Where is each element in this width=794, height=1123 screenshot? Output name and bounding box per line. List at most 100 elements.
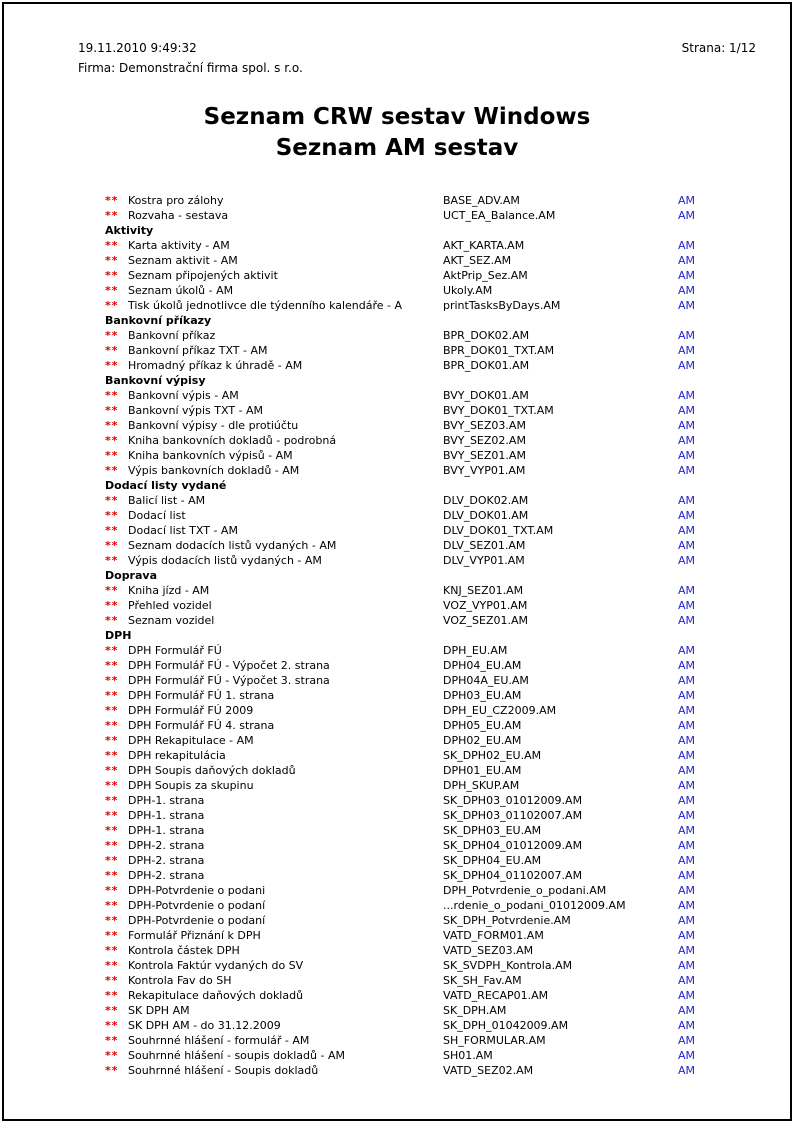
row-marker: **	[105, 284, 119, 297]
report-row: ** Tisk úkolů jednotlivce dle týdenního …	[105, 298, 794, 313]
report-name: Kontrola částek DPH	[128, 944, 240, 957]
report-row: ** DPH-Potvrdenie o podani DPH_Potvrdeni…	[105, 883, 794, 898]
row-marker: **	[105, 239, 119, 252]
report-type-am: AM	[678, 689, 696, 702]
row-marker: **	[105, 749, 119, 762]
row-marker: **	[105, 1019, 119, 1032]
report-type-am: AM	[678, 404, 696, 417]
report-row: ** Souhrnné hlášení - formulář - AM SH_F…	[105, 1033, 794, 1048]
report-type-am: AM	[678, 944, 696, 957]
report-row: ** Seznam připojených aktivit AktPrip_Se…	[105, 268, 794, 283]
report-type-am: AM	[678, 434, 696, 447]
report-type-am: AM	[678, 344, 696, 357]
report-file: BPR_DOK02.AM	[443, 329, 530, 342]
row-marker: **	[105, 539, 119, 552]
row-marker: **	[105, 359, 119, 372]
report-type-am: AM	[678, 644, 696, 657]
report-file: AKT_KARTA.AM	[443, 239, 525, 252]
report-name: Hromadný příkaz k úhradě - AM	[128, 359, 303, 372]
report-name: Bankovní výpis - AM	[128, 389, 239, 402]
report-row: ** Seznam aktivit - AM AKT_SEZ.AM AM	[105, 253, 794, 268]
report-file: SK_DPH_Potvrdenie.AM	[443, 914, 571, 927]
report-name: Balicí list - AM	[128, 494, 206, 507]
report-row: ** Bankovní příkaz TXT - AM BPR_DOK01_TX…	[105, 343, 794, 358]
report-type-am: AM	[678, 719, 696, 732]
report-name: DPH Formulář FÚ 1. strana	[128, 689, 275, 702]
section-header: Bankovní příkazy	[105, 314, 212, 327]
report-name: Kontrola Fav do SH	[128, 974, 232, 987]
report-row: ** Bankovní výpisy - dle protiúčtu BVY_S…	[105, 418, 794, 433]
section-header: DPH	[105, 629, 132, 642]
report-file: SK_DPH03_EU.AM	[443, 824, 542, 837]
row-marker: **	[105, 734, 119, 747]
row-marker: **	[105, 824, 119, 837]
row-marker: **	[105, 434, 119, 447]
report-file: BVY_SEZ01.AM	[443, 449, 526, 462]
report-type-am: AM	[678, 929, 696, 942]
report-row: ** DPH-2. strana SK_DPH04_01012009.AM AM	[105, 838, 794, 853]
report-file: VATD_SEZ03.AM	[443, 944, 534, 957]
report-file: Ukoly.AM	[443, 284, 493, 297]
report-name: DPH-1. strana	[128, 809, 205, 822]
report-row: ** DPH Formulář FÚ DPH_EU.AM AM	[105, 643, 794, 658]
report-name: Výpis bankovních dokladů - AM	[128, 464, 300, 477]
report-row: ** Rekapitulace daňových dokladů VATD_RE…	[105, 988, 794, 1003]
report-type-am: AM	[678, 659, 696, 672]
report-file: SK_SH_Fav.AM	[443, 974, 522, 987]
row-marker: **	[105, 1064, 119, 1077]
report-row: ** Bankovní výpis TXT - AM BVY_DOK01_TXT…	[105, 403, 794, 418]
row-marker: **	[105, 329, 119, 342]
report-row: ** DPH-2. strana SK_DPH04_01102007.AM AM	[105, 868, 794, 883]
report-row: ** Hromadný příkaz k úhradě - AM BPR_DOK…	[105, 358, 794, 373]
report-row: ** DPH Formulář FÚ 2009 DPH_EU_CZ2009.AM…	[105, 703, 794, 718]
report-row: ** Seznam dodacích listů vydaných - AM D…	[105, 538, 794, 553]
report-row: ** Seznam úkolů - AM Ukoly.AM AM	[105, 283, 794, 298]
report-row: ** SK DPH AM - do 31.12.2009 SK_DPH_0104…	[105, 1018, 794, 1033]
report-file: KNJ_SEZ01.AM	[443, 584, 524, 597]
report-file: VATD_RECAP01.AM	[443, 989, 549, 1002]
report-file: BVY_SEZ03.AM	[443, 419, 526, 432]
report-name: SK DPH AM - do 31.12.2009	[128, 1019, 281, 1032]
report-type-am: AM	[678, 389, 696, 402]
report-name: Seznam vozidel	[128, 614, 215, 627]
report-name: Formulář Přiznání k DPH	[128, 929, 261, 942]
report-name: Seznam dodacích listů vydaných - AM	[128, 539, 337, 552]
report-row: ** Souhrnné hlášení - soupis dokladů - A…	[105, 1048, 794, 1063]
report-name: Seznam připojených aktivit	[128, 269, 278, 282]
report-type-am: AM	[678, 674, 696, 687]
report-name: Bankovní výpis TXT - AM	[128, 404, 264, 417]
report-type-am: AM	[678, 914, 696, 927]
report-type-am: AM	[678, 449, 696, 462]
report-row: ** Rozvaha - sestava UCT_EA_Balance.AM A…	[105, 208, 794, 223]
report-row: ** Kontrola Fav do SH SK_SH_Fav.AM AM	[105, 973, 794, 988]
report-file: BASE_ADV.AM	[443, 194, 520, 207]
report-type-am: AM	[678, 464, 696, 477]
report-type-am: AM	[678, 419, 696, 432]
report-name: Kontrola Faktúr vydaných do SV	[128, 959, 304, 972]
report-row: ** Dodací list TXT - AM DLV_DOK01_TXT.AM…	[105, 523, 794, 538]
report-type-am: AM	[678, 209, 696, 222]
report-row: ** Výpis bankovních dokladů - AM BVY_VYP…	[105, 463, 794, 478]
report-file: DPH01_EU.AM	[443, 764, 522, 777]
report-type-am: AM	[678, 329, 696, 342]
row-marker: **	[105, 509, 119, 522]
row-marker: **	[105, 404, 119, 417]
report-file: AKT_SEZ.AM	[443, 254, 512, 267]
report-row: ** Kostra pro zálohy BASE_ADV.AM AM	[105, 193, 794, 208]
report-name: DPH Soupis daňových dokladů	[128, 764, 296, 777]
report-datetime: 19.11.2010 9:49:32	[78, 41, 197, 55]
report-type-am: AM	[678, 1004, 696, 1017]
report-row: ** Seznam vozidel VOZ_SEZ01.AM AM	[105, 613, 794, 628]
report-row: ** Bankovní výpis - AM BVY_DOK01.AM AM	[105, 388, 794, 403]
report-name: DPH-Potvrdenie o podaní	[128, 899, 266, 912]
report-type-am: AM	[678, 809, 696, 822]
row-marker: **	[105, 554, 119, 567]
report-type-am: AM	[678, 599, 696, 612]
report-rows: ** Kostra pro zálohy BASE_ADV.AM AM ** R…	[105, 193, 794, 1078]
report-type-am: AM	[678, 899, 696, 912]
row-marker: **	[105, 779, 119, 792]
report-file: DLV_DOK01_TXT.AM	[443, 524, 554, 537]
report-type-am: AM	[678, 359, 696, 372]
report-file: AktPrip_Sez.AM	[443, 269, 528, 282]
row-marker: **	[105, 614, 119, 627]
